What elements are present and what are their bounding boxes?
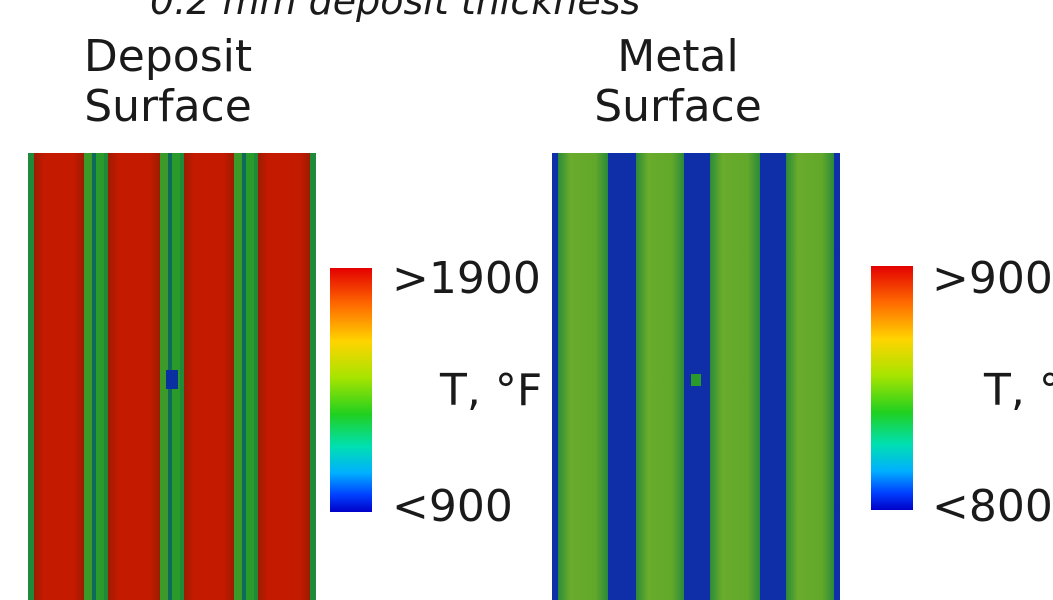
metal-heading-line1: Metal [617, 31, 739, 82]
metal-warm-stripe [710, 153, 760, 600]
figure-title: 0.2 mm deposit thickness [150, 0, 641, 23]
deposit-thin-line [242, 153, 246, 600]
metal-warm-stripe [786, 153, 834, 600]
metal-scale-unit: T, °F [984, 365, 1053, 416]
deposit-scale-min: <900 [392, 481, 513, 532]
metal-colorbar [871, 266, 913, 510]
deposit-scale-max: >1900 [392, 253, 541, 304]
deposit-cool-gap [246, 153, 254, 600]
deposit-hot-stripe [34, 153, 84, 600]
metal-surface-heading: Metal Surface [538, 32, 818, 132]
metal-probe-marker [691, 374, 701, 386]
deposit-cool-gap [160, 153, 168, 600]
deposit-hot-stripe [258, 153, 310, 600]
deposit-scale-unit: T, °F [440, 365, 543, 416]
deposit-heading-line2: Surface [84, 81, 252, 132]
deposit-cool-gap [96, 153, 104, 600]
metal-warm-stripe [558, 153, 608, 600]
deposit-hot-stripe [108, 153, 160, 600]
metal-scale-max: >900 [932, 253, 1053, 304]
deposit-surface-heading: Deposit Surface [28, 32, 308, 132]
deposit-cool-gap [234, 153, 242, 600]
metal-warm-stripe [636, 153, 684, 600]
metal-heading-line2: Surface [594, 81, 762, 132]
deposit-colorbar [330, 268, 372, 512]
deposit-thin-line [92, 153, 96, 600]
metal-scale-min: <800 [932, 481, 1053, 532]
deposit-heading-line1: Deposit [83, 31, 253, 82]
deposit-temperature-map [28, 153, 316, 600]
metal-temperature-map [552, 153, 840, 600]
deposit-probe-marker [166, 370, 178, 389]
deposit-hot-stripe [184, 153, 234, 600]
deposit-cool-gap [84, 153, 92, 600]
